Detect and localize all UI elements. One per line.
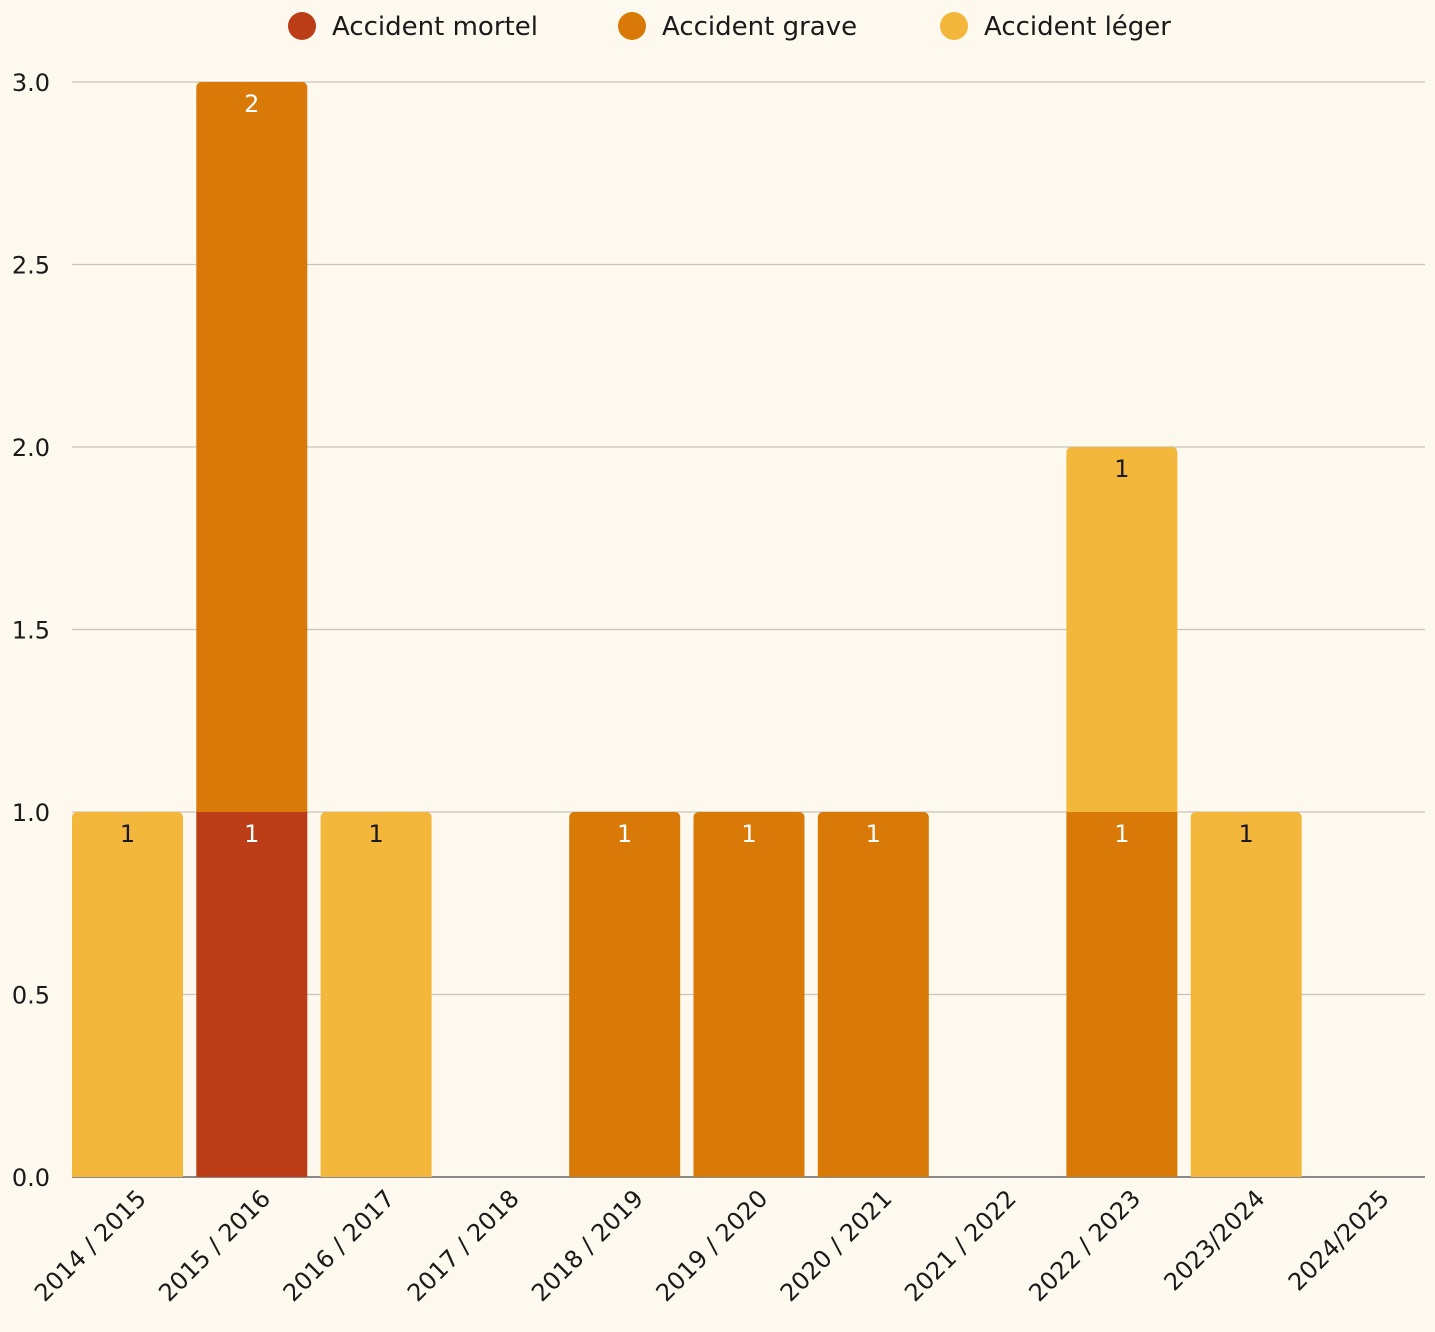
x-tick-label-2: 2016 / 2017 (278, 1184, 401, 1307)
y-tick-label-6: 3.0 (12, 69, 50, 97)
bar-4-series-1 (569, 812, 681, 1177)
data-label-2-series-2: 1 (368, 820, 383, 848)
x-tick-label-5: 2019 / 2020 (651, 1184, 774, 1307)
bars (72, 82, 1302, 1177)
y-axis: 0.0 0.5 1.0 1.5 2.0 2.5 3.0 (12, 69, 50, 1192)
x-tick-label-9: 2023/2024 (1159, 1184, 1271, 1296)
y-tick-label-2: 1.0 (12, 799, 50, 827)
legend-label-2: Accident léger (984, 12, 1171, 42)
y-tick-label-3: 1.5 (12, 617, 50, 645)
x-tick-label-10: 2024/2025 (1283, 1184, 1395, 1296)
data-label-1-series-1: 2 (244, 90, 259, 118)
data-labels: 1 1 2 1 1 1 1 1 1 1 (120, 90, 1254, 848)
x-tick-label-4: 2018 / 2019 (526, 1184, 649, 1307)
x-tick-label-7: 2021 / 2022 (899, 1184, 1022, 1307)
x-axis: 2014 / 2015 2015 / 2016 2016 / 2017 2017 / … (29, 1184, 1395, 1307)
data-label-8-series-2: 1 (1114, 455, 1129, 483)
bar-1-series-0 (196, 812, 308, 1177)
data-label-8-series-1: 1 (1114, 820, 1129, 848)
legend-label-1: Accident grave (662, 12, 857, 42)
data-label-0-series-2: 1 (120, 820, 135, 848)
data-label-6-series-1: 1 (866, 820, 881, 848)
bar-5-series-1 (693, 812, 805, 1177)
bar-6-series-1 (817, 812, 929, 1177)
x-tick-label-0: 2014 / 2015 (29, 1184, 152, 1307)
legend-swatch-1 (618, 12, 646, 40)
chart-legend: Accident mortel Accident grave Accident lé… (288, 12, 1171, 42)
bar-2-series-2 (320, 812, 432, 1177)
bar-8-series-2 (1066, 447, 1178, 812)
x-tick-label-1: 2015 / 2016 (153, 1184, 276, 1307)
bar-8-series-1 (1066, 812, 1178, 1177)
x-tick-label-3: 2017 / 2018 (402, 1184, 525, 1307)
y-tick-label-4: 2.0 (12, 434, 50, 462)
bar-1-series-1 (196, 82, 308, 812)
x-tick-label-6: 2020 / 2021 (775, 1184, 898, 1307)
legend-label-0: Accident mortel (332, 12, 538, 42)
data-label-5-series-1: 1 (741, 820, 756, 848)
data-label-9-series-2: 1 (1239, 820, 1254, 848)
legend-swatch-0 (288, 12, 316, 40)
x-tick-label-8: 2022 / 2023 (1023, 1184, 1146, 1307)
bar-9-series-2 (1190, 812, 1302, 1177)
y-tick-label-1: 0.5 (12, 982, 50, 1010)
y-tick-label-5: 2.5 (12, 252, 50, 280)
y-tick-label-0: 0.0 (12, 1164, 50, 1192)
data-label-4-series-1: 1 (617, 820, 632, 848)
legend-swatch-2 (940, 12, 968, 40)
data-label-1-series-0: 1 (244, 820, 259, 848)
bar-0-series-2 (72, 812, 183, 1177)
